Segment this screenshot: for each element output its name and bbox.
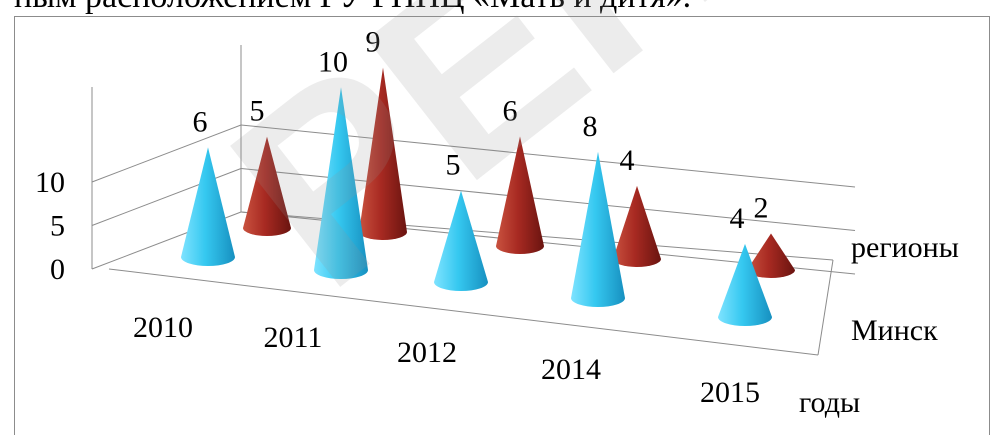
cone-bar bbox=[718, 243, 772, 326]
x-tick-label: 2011 bbox=[264, 321, 323, 354]
cone-bar bbox=[359, 67, 407, 240]
cone-body bbox=[571, 151, 625, 307]
cone-body bbox=[243, 136, 291, 236]
cone-body bbox=[434, 190, 488, 291]
data-label: 6 bbox=[193, 105, 208, 138]
x-tick-label: 2014 bbox=[541, 353, 601, 386]
series-axis-label: Минск bbox=[851, 314, 938, 347]
x-tick-label: 2010 bbox=[133, 311, 193, 344]
data-label: 9 bbox=[366, 26, 381, 59]
data-label: 4 bbox=[730, 202, 745, 235]
y-tick-label: 10 bbox=[35, 166, 65, 199]
header-text: ным расположением ГУ РНПЦ «Мать и дитя». bbox=[14, 0, 691, 16]
cone-body bbox=[314, 87, 368, 279]
cone-bar bbox=[571, 151, 625, 307]
data-label: 5 bbox=[250, 95, 265, 128]
cone-body bbox=[496, 136, 544, 254]
series-axis-label: регионы bbox=[851, 231, 959, 264]
cone-bar bbox=[747, 233, 795, 278]
cone-bar bbox=[243, 136, 291, 236]
x-axis-title: годы bbox=[799, 386, 860, 419]
cone-bar bbox=[434, 190, 488, 291]
cone-bar bbox=[496, 136, 544, 254]
cone-body bbox=[718, 243, 772, 326]
x-axis bbox=[108, 268, 819, 356]
depth-axis bbox=[817, 259, 834, 356]
cone-bar bbox=[314, 87, 368, 279]
y-tick-label: 0 bbox=[50, 253, 65, 286]
y-tick-label: 5 bbox=[50, 210, 65, 243]
data-label: 2 bbox=[754, 191, 769, 224]
chart: 0 5 10 2010 2011 2012 2014 2015 регионы Минск годы… bbox=[35, 26, 959, 419]
cone-body bbox=[181, 147, 235, 266]
data-label: 10 bbox=[318, 45, 348, 78]
cone-body bbox=[359, 67, 407, 240]
cone-body bbox=[747, 233, 795, 278]
x-tick-label: 2015 bbox=[700, 376, 760, 409]
data-label: 4 bbox=[620, 144, 635, 177]
gridline-side bbox=[91, 124, 242, 183]
data-label: 8 bbox=[583, 110, 598, 143]
gridline-side bbox=[91, 168, 242, 226]
cone-body bbox=[613, 185, 661, 267]
cone-bar bbox=[181, 147, 235, 266]
chart-frame: 0 5 10 2010 2011 2012 2014 2015 регионы Минск годы… bbox=[14, 16, 990, 435]
x-tick-label: 2012 bbox=[397, 336, 457, 369]
cone-bar bbox=[613, 185, 661, 267]
data-label: 6 bbox=[503, 94, 518, 127]
data-label: 5 bbox=[446, 149, 461, 182]
